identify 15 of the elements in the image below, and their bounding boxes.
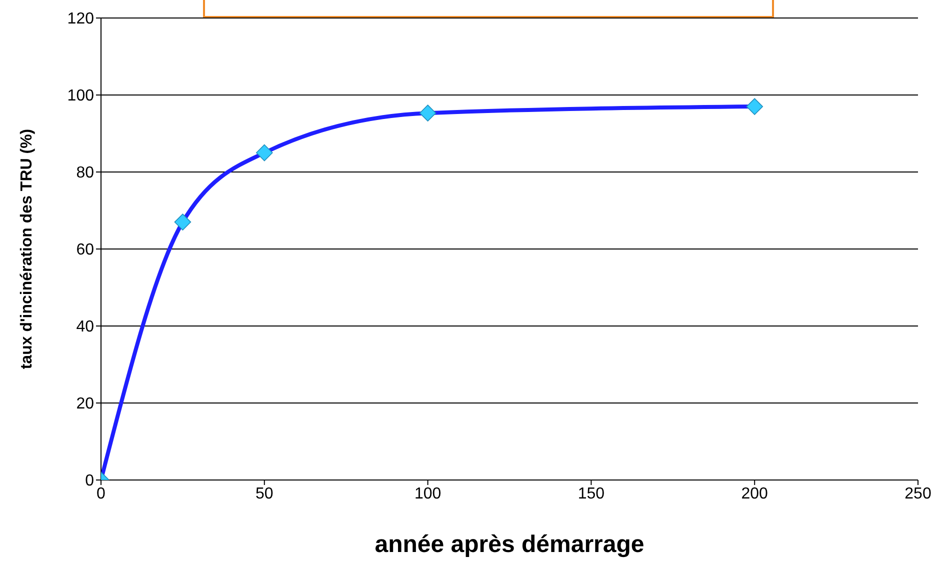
x-tick-label: 100 [414,485,442,502]
x-tick-label: 150 [578,485,605,502]
x-tick-label: 0 [96,485,106,502]
y-tick-label: 100 [67,88,94,105]
y-tick-label: 20 [76,396,94,413]
x-axis-title: année après démarrage [374,531,644,558]
y-tick-label: 0 [85,472,94,490]
y-tick-label: 40 [76,318,94,336]
y-tick-label: 60 [76,242,94,259]
x-tick-label: 250 [904,485,932,502]
y-tick-label: 80 [76,164,94,182]
y-tick-label: 120 [67,10,94,28]
x-tick-label: 50 [256,485,274,502]
y-axis-title: taux d'incinération des TRU (%) [18,128,36,370]
x-tick-label: 200 [741,485,768,502]
